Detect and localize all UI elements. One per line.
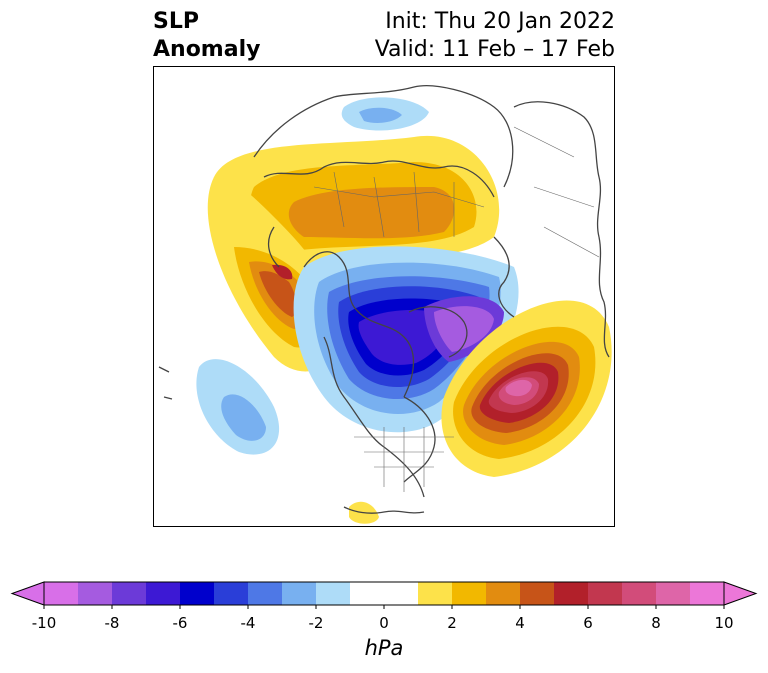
colorbar-bin bbox=[452, 582, 487, 605]
init-date-label: Init: Thu 20 Jan 2022 bbox=[385, 9, 615, 34]
colorbar-bin bbox=[622, 582, 657, 605]
coastlines bbox=[158, 85, 610, 514]
colorbar-bin bbox=[656, 582, 691, 605]
colorbar-tick-label: -8 bbox=[104, 614, 120, 632]
colorbar-bin bbox=[316, 582, 351, 605]
colorbar-bin bbox=[690, 582, 725, 605]
colorbar-bin bbox=[520, 582, 555, 605]
colorbar-bin bbox=[248, 582, 283, 605]
title-left: SLP Anomaly bbox=[153, 8, 260, 64]
country-borders bbox=[313, 126, 600, 492]
map-svg bbox=[158, 85, 612, 524]
colorbar-bin bbox=[588, 582, 623, 605]
colorbar-tick-label: 4 bbox=[515, 614, 525, 632]
colorbar-tick-label: 2 bbox=[447, 614, 457, 632]
variable-sublabel: Anomaly bbox=[153, 37, 261, 62]
colorbar-extend-low bbox=[10, 581, 45, 606]
valid-range-label: Valid: 11 Feb – 17 Feb bbox=[374, 37, 615, 62]
colorbar-extend-high bbox=[723, 581, 758, 606]
colorbar-units-label: hPa bbox=[364, 636, 404, 660]
colorbar-bin bbox=[44, 582, 79, 605]
east-siberia-low-anomaly bbox=[341, 97, 429, 131]
colorbar-bin bbox=[214, 582, 249, 605]
title-right: Init: Thu 20 Jan 2022 Valid: 11 Feb – 17… bbox=[375, 8, 615, 64]
colorbar-tick-label: 10 bbox=[714, 614, 734, 632]
colorbar-tick-label: 8 bbox=[651, 614, 661, 632]
colorbar bbox=[10, 581, 758, 609]
colorbar-bin bbox=[418, 582, 453, 605]
colorbar-bin bbox=[282, 582, 317, 605]
colorbar-bin bbox=[146, 582, 181, 605]
variable-label: SLP bbox=[153, 9, 199, 34]
atlantic-high-anomaly bbox=[441, 300, 612, 477]
colorbar-tick-label: -4 bbox=[240, 614, 256, 632]
colorbar-tick-label: 6 bbox=[583, 614, 593, 632]
colorbar-bin bbox=[554, 582, 589, 605]
colorbar-bin bbox=[180, 582, 215, 605]
colorbar-bin bbox=[486, 582, 521, 605]
colorbar-bin bbox=[350, 582, 419, 605]
colorbar-bin bbox=[112, 582, 147, 605]
colorbar-tick-label: -2 bbox=[308, 614, 324, 632]
north-pacific-low-anomaly bbox=[196, 359, 280, 455]
colorbar-bin bbox=[78, 582, 113, 605]
colorbar-tick-label: -6 bbox=[172, 614, 188, 632]
anomaly-map bbox=[153, 66, 615, 527]
colorbar-tick-label: -10 bbox=[31, 614, 57, 632]
colorbar-tick-label: 0 bbox=[379, 614, 389, 632]
